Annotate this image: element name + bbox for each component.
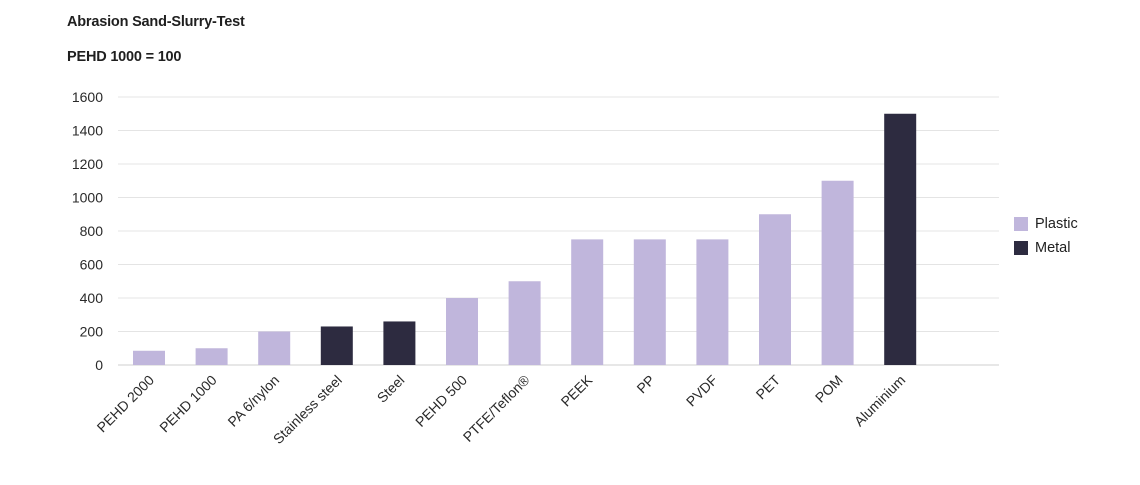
x-tick-label: PP [633, 372, 658, 397]
x-tick-label: POM [812, 372, 846, 406]
legend-swatch-plastic [1014, 217, 1028, 231]
bar [696, 239, 729, 365]
bar [383, 321, 416, 365]
x-tick-label: PEHD 500 [412, 372, 470, 430]
x-tick-label: PET [753, 371, 784, 402]
bar [571, 239, 604, 365]
y-tick-label: 600 [80, 257, 104, 273]
x-tick-label: PA 6/nylon [224, 372, 282, 430]
y-tick-label: 1400 [72, 123, 103, 139]
bars [133, 113, 917, 365]
y-tick-label: 800 [80, 223, 104, 239]
x-tick-label: Aluminium [851, 372, 909, 430]
bar [446, 298, 478, 365]
bar [884, 113, 917, 365]
chart-title: Abrasion Sand-Slurry-Test [67, 14, 245, 30]
bar [633, 239, 666, 365]
y-tick-label: 1000 [72, 190, 103, 206]
y-tick-label: 1600 [72, 89, 103, 105]
bar [195, 348, 228, 365]
gridlines [118, 96, 999, 366]
x-tick-label: PTFE/Teflon® [460, 371, 534, 445]
x-tick-label: PEHD 2000 [94, 372, 158, 436]
chart-subtitle: PEHD 1000 = 100 [67, 49, 182, 65]
legend-item-plastic: Plastic [1014, 212, 1078, 236]
legend-item-metal: Metal [1014, 236, 1078, 260]
bar [133, 350, 165, 365]
x-tick-label: PEHD 1000 [156, 372, 220, 436]
y-tick-label: 200 [80, 324, 104, 340]
y-tick-label: 0 [95, 357, 103, 373]
bar [821, 180, 854, 365]
x-tick-label: PVDF [683, 372, 721, 410]
y-tick-label: 1200 [72, 156, 103, 172]
y-tick-label: 400 [80, 290, 104, 306]
legend-label-plastic: Plastic [1035, 216, 1078, 232]
bar [508, 281, 541, 365]
bar [759, 214, 791, 365]
y-axis-labels: 0 200 400 600 800 1000 1200 1400 1600 [72, 89, 103, 373]
x-tick-label: Steel [374, 372, 408, 406]
legend-swatch-metal [1014, 241, 1028, 255]
x-tick-label: PEEK [558, 371, 596, 409]
bar [320, 326, 353, 365]
legend-label-metal: Metal [1035, 240, 1071, 256]
bar [258, 331, 291, 365]
legend: Plastic Metal [1014, 212, 1078, 260]
